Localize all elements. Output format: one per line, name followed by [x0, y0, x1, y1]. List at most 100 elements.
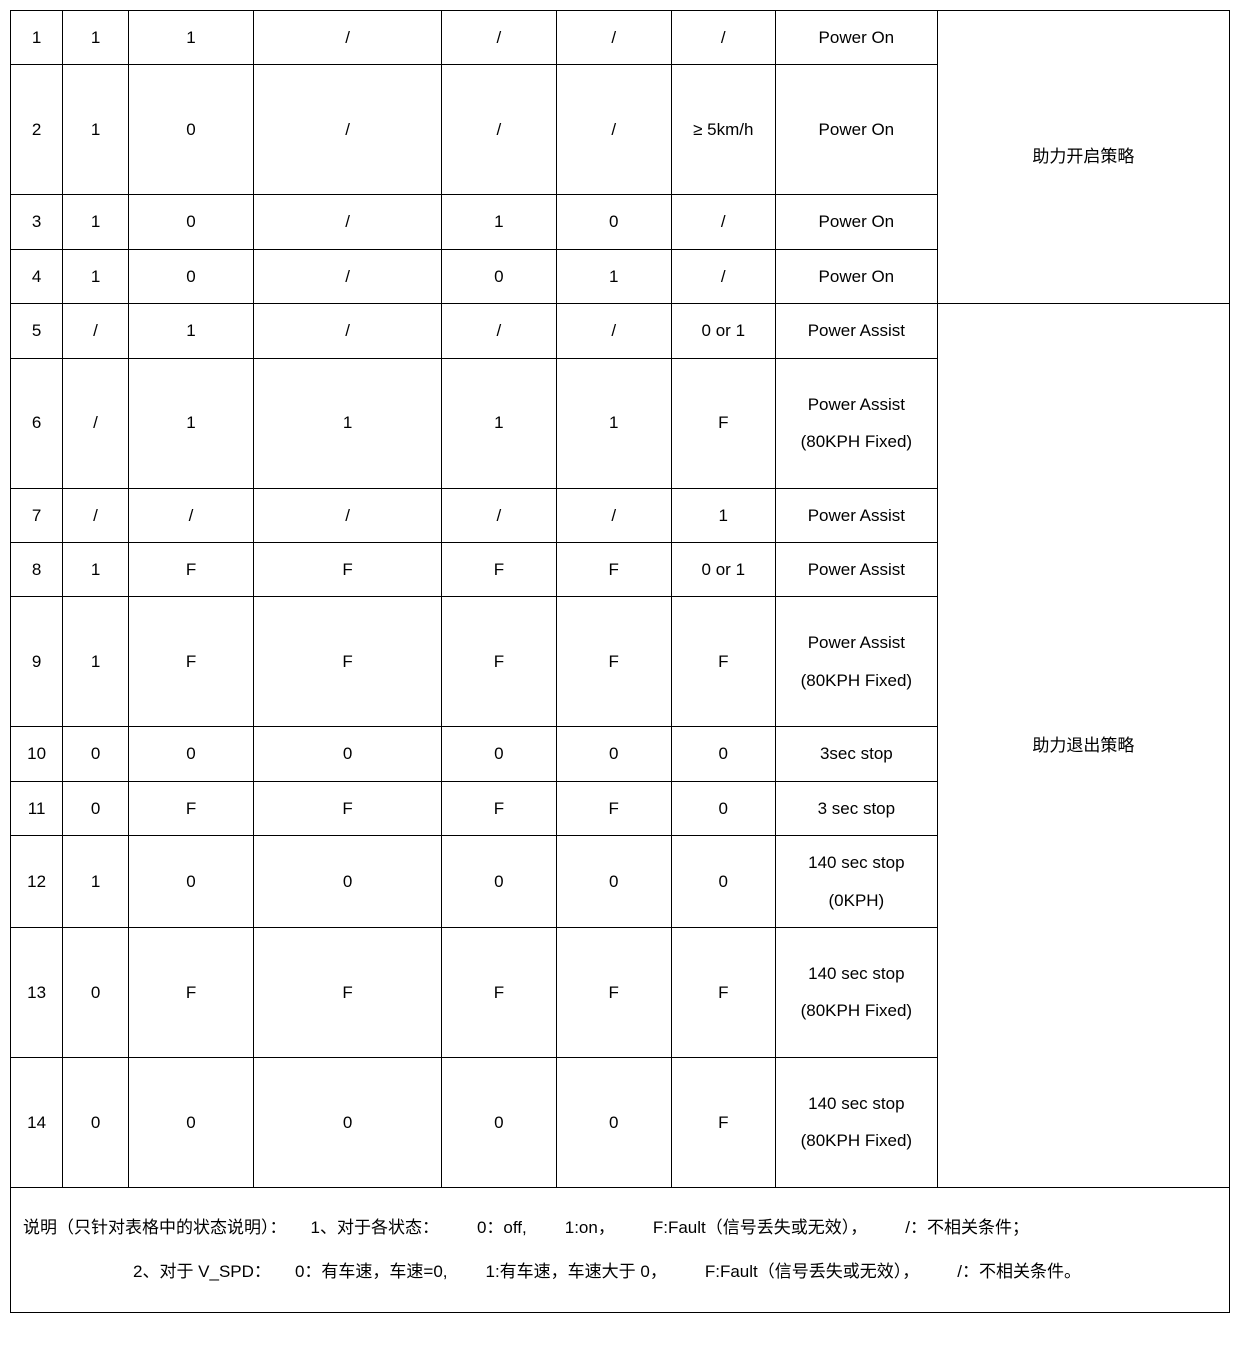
- table-cell: /: [556, 304, 671, 358]
- table-cell: 1: [442, 358, 557, 488]
- table-cell: F: [128, 781, 253, 835]
- table-cell: F: [254, 781, 442, 835]
- table-cell: F: [254, 597, 442, 727]
- table-cell: 1: [128, 304, 253, 358]
- footer-text: 说明（只针对表格中的状态说明）：: [23, 1218, 287, 1237]
- table-cell: 12: [11, 836, 63, 928]
- table-cell: 1: [556, 358, 671, 488]
- table-cell: 1: [63, 65, 129, 195]
- table-cell: 1: [63, 542, 129, 596]
- table-cell: 1: [128, 358, 253, 488]
- table-cell: 0: [442, 1057, 557, 1187]
- table-cell: /: [671, 11, 775, 65]
- table-cell: /: [442, 11, 557, 65]
- table-cell: 0: [556, 727, 671, 781]
- table-cell: /: [556, 488, 671, 542]
- table-cell: 1: [63, 11, 129, 65]
- table-cell: /: [254, 65, 442, 195]
- table-cell: F: [128, 542, 253, 596]
- table-cell: 5: [11, 304, 63, 358]
- table-cell: F: [128, 597, 253, 727]
- table-cell: 0: [63, 781, 129, 835]
- table-cell: F: [556, 542, 671, 596]
- table-cell: 0: [254, 836, 442, 928]
- table-cell: 0: [128, 195, 253, 249]
- table-cell: 0: [128, 836, 253, 928]
- table-cell: 0: [128, 249, 253, 303]
- table-cell: F: [254, 542, 442, 596]
- table-cell: 0: [671, 727, 775, 781]
- table-cell: 1: [556, 249, 671, 303]
- table-cell: /: [671, 195, 775, 249]
- table-cell: 0: [442, 836, 557, 928]
- table-cell: 0: [128, 1057, 253, 1187]
- table-cell: F: [254, 927, 442, 1057]
- table-cell: F: [442, 597, 557, 727]
- table-cell: 4: [11, 249, 63, 303]
- table-cell: 3sec stop: [775, 727, 937, 781]
- footer-text: /：不相关条件；: [905, 1218, 1029, 1237]
- table-cell: F: [671, 927, 775, 1057]
- table-cell: /: [442, 488, 557, 542]
- table-cell: 0 or 1: [671, 304, 775, 358]
- footer-text: F:Fault（信号丢失或无效），: [653, 1218, 867, 1237]
- table-cell: 0: [556, 836, 671, 928]
- table-cell: Power Assist (80KPH Fixed): [775, 597, 937, 727]
- table-cell: /: [254, 11, 442, 65]
- table-cell: 140 sec stop (80KPH Fixed): [775, 1057, 937, 1187]
- table-cell: 0: [63, 927, 129, 1057]
- table-cell: 13: [11, 927, 63, 1057]
- table-cell: /: [254, 249, 442, 303]
- table-cell: /: [556, 65, 671, 195]
- table-cell: /: [254, 304, 442, 358]
- table-cell: 140 sec stop (80KPH Fixed): [775, 927, 937, 1057]
- table-row: 5/1///0 or 1Power Assist助力退出策略: [11, 304, 1230, 358]
- table-cell: ≥ 5km/h: [671, 65, 775, 195]
- table-cell: 2: [11, 65, 63, 195]
- table-cell: F: [671, 597, 775, 727]
- table-cell: Power On: [775, 195, 937, 249]
- table-cell: 7: [11, 488, 63, 542]
- table-cell: 0: [442, 249, 557, 303]
- footer-text: 1:on，: [565, 1218, 615, 1237]
- table-cell: /: [671, 249, 775, 303]
- table-cell: 3: [11, 195, 63, 249]
- table-cell: 0: [556, 195, 671, 249]
- table-cell: Power Assist (80KPH Fixed): [775, 358, 937, 488]
- table-cell: Power Assist: [775, 488, 937, 542]
- table-cell: F: [556, 597, 671, 727]
- table-cell: Power On: [775, 249, 937, 303]
- footer-text: 1:有车速，车速大于 0，: [486, 1262, 667, 1281]
- table-cell: 1: [63, 195, 129, 249]
- table-cell: 1: [442, 195, 557, 249]
- table-cell: 1: [63, 249, 129, 303]
- table-cell: 1: [63, 836, 129, 928]
- table-cell: 0: [442, 727, 557, 781]
- table-cell: 0: [254, 1057, 442, 1187]
- table-footer-row: 说明（只针对表格中的状态说明）：1、对于各状态：0：off,1:on，F:Fau…: [11, 1187, 1230, 1312]
- table-cell: 14: [11, 1057, 63, 1187]
- table-cell: 0: [254, 727, 442, 781]
- table-cell: F: [556, 927, 671, 1057]
- table-cell: F: [556, 781, 671, 835]
- table-cell: F: [442, 781, 557, 835]
- table-cell: 0: [671, 836, 775, 928]
- table-cell: /: [442, 304, 557, 358]
- table-cell: 0: [556, 1057, 671, 1187]
- table-cell: 0: [128, 727, 253, 781]
- table-cell: 9: [11, 597, 63, 727]
- table-cell: F: [442, 542, 557, 596]
- table-cell: 11: [11, 781, 63, 835]
- group-label-top: 助力开启策略: [937, 11, 1229, 304]
- footer-text: F:Fault（信号丢失或无效），: [705, 1262, 919, 1281]
- table-cell: 0: [63, 1057, 129, 1187]
- table-cell: F: [128, 927, 253, 1057]
- table-cell: 1: [128, 11, 253, 65]
- table-cell: 6: [11, 358, 63, 488]
- footer-text: 2、对于 V_SPD：: [133, 1262, 271, 1281]
- strategy-table: 111////Power On助力开启策略210///≥ 5km/hPower …: [10, 10, 1230, 1313]
- table-cell: 1: [11, 11, 63, 65]
- table-cell: 1: [254, 358, 442, 488]
- table-cell: 8: [11, 542, 63, 596]
- table-cell: F: [671, 358, 775, 488]
